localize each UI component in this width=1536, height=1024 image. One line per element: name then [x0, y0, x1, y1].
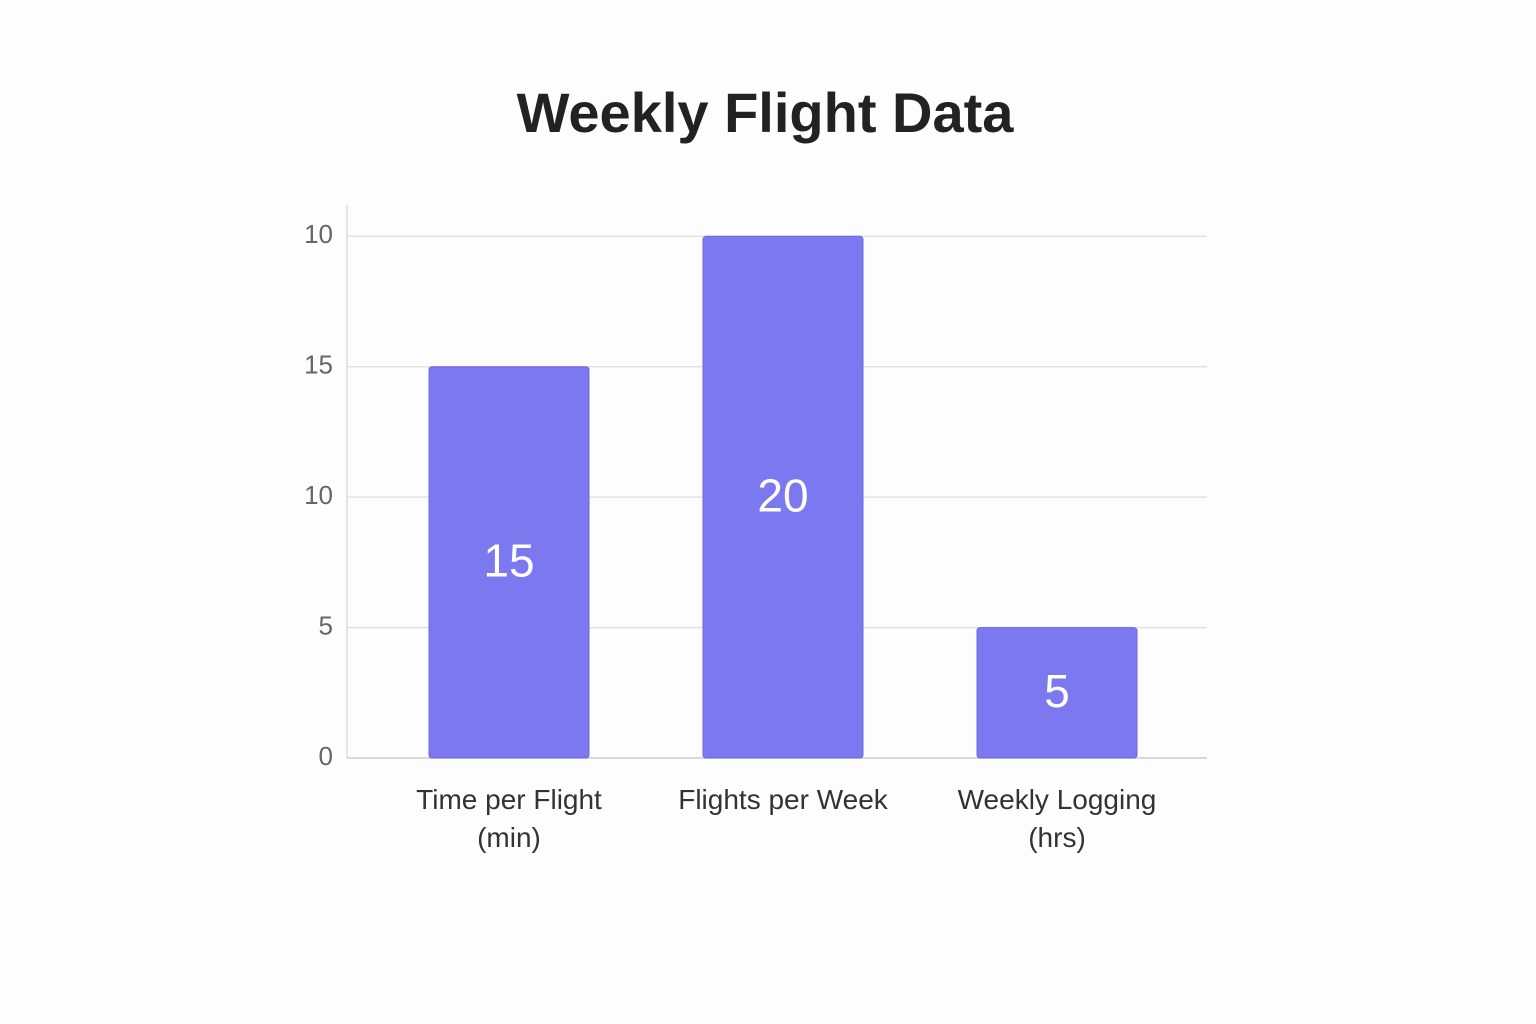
x-tick-label: Flights per Week: [678, 784, 888, 815]
bar: [976, 627, 1138, 759]
y-tick-label: 15: [304, 350, 333, 380]
y-tick-label: 10: [304, 219, 333, 249]
chart-title: Weekly Flight Data: [517, 81, 1015, 144]
bar: [702, 235, 864, 759]
x-tick-label: Time per Flight (min): [416, 784, 602, 853]
x-tick-label: Weekly Logging (hrs): [957, 784, 1157, 853]
value-label: 15: [483, 535, 534, 587]
y-tick-label: 5: [319, 610, 333, 640]
y-tick-label: 0: [319, 741, 333, 771]
value-label: 20: [757, 469, 808, 521]
value-label: 5: [1044, 665, 1070, 717]
y-tick-label: 10: [304, 480, 333, 510]
bar: [428, 366, 590, 759]
